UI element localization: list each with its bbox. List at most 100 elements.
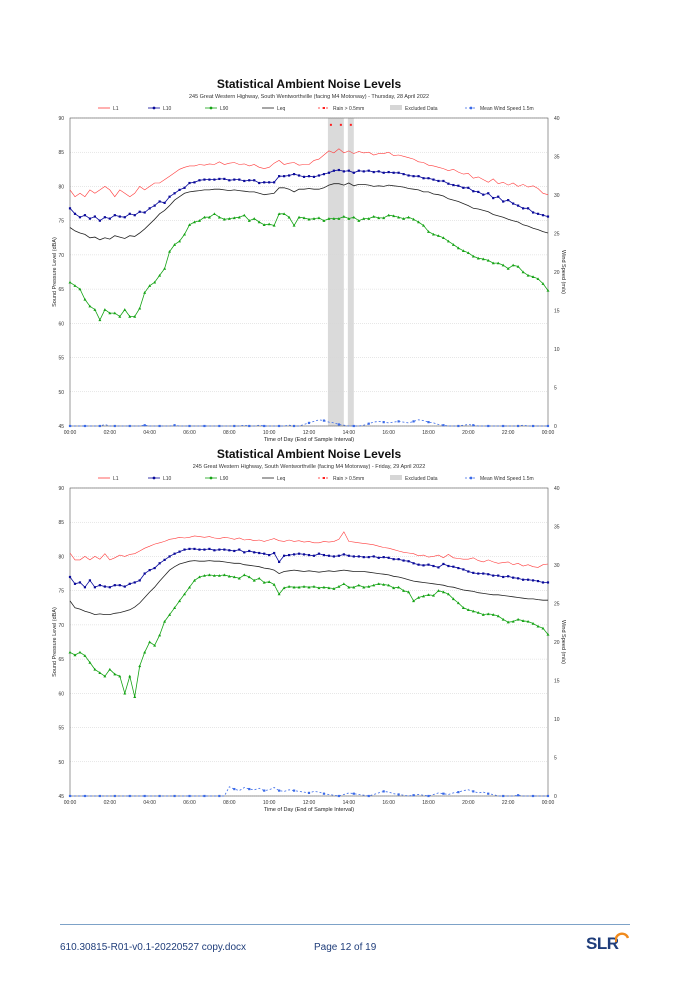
data-point (327, 217, 331, 220)
x-tick-label: 12:00 (303, 430, 316, 436)
data-point (218, 177, 221, 181)
data-point (322, 219, 326, 222)
x-tick-label: 22:00 (502, 800, 515, 806)
data-point (242, 213, 246, 217)
data-point (362, 217, 366, 220)
data-point (502, 424, 505, 428)
data-point (183, 232, 187, 236)
data-point (272, 223, 276, 227)
data-point (431, 232, 435, 236)
y-tick-label: 90 (58, 486, 64, 492)
data-point (461, 249, 465, 252)
data-point (501, 617, 505, 621)
data-point (118, 314, 122, 318)
chart-legend: L1 L10 L90 Leq Rain > 0.5mm Excluded Data Mean… (98, 105, 534, 112)
data-point (387, 583, 391, 587)
data-point (282, 212, 286, 216)
x-tick-label: 08:00 (223, 800, 236, 806)
data-point (118, 584, 121, 587)
series-mean-wind-speed-1-5m (68, 786, 550, 798)
data-point (481, 613, 485, 616)
x-tick-label: 08:00 (223, 430, 236, 436)
data-point (387, 170, 390, 174)
data-point (372, 555, 375, 558)
data-point (402, 559, 405, 562)
data-point (128, 794, 131, 798)
data-point (83, 794, 87, 798)
data-point (98, 671, 102, 674)
data-point (302, 216, 306, 220)
data-point (382, 421, 385, 424)
data-point (178, 599, 182, 603)
data-point (397, 558, 400, 561)
y2-axis-label: Wind Speed (m/s) (560, 250, 566, 294)
data-point (511, 619, 515, 623)
data-point (317, 174, 321, 177)
data-point (158, 794, 161, 798)
legend-item-leq: Leq (262, 476, 286, 482)
series-l1 (69, 148, 549, 198)
legend-item-l90: L90 (205, 476, 229, 482)
x-tick-label: 10:00 (263, 800, 276, 806)
data-point (163, 619, 167, 623)
x-tick-label: 22:00 (502, 430, 515, 436)
data-point (232, 575, 236, 579)
data-point (207, 573, 211, 577)
data-point (377, 216, 381, 220)
data-point (486, 258, 490, 262)
y-tick-label: 45 (58, 794, 64, 800)
data-point (427, 230, 430, 233)
data-point (228, 179, 231, 182)
y2-tick-label: 10 (554, 347, 560, 353)
data-point (68, 280, 72, 284)
data-point (461, 606, 465, 609)
y-tick-label: 55 (58, 726, 64, 732)
data-point (203, 424, 206, 428)
data-point (158, 424, 161, 428)
data-point (143, 211, 146, 214)
data-point (382, 556, 385, 559)
y-tick-label: 90 (58, 116, 64, 122)
series-line (69, 213, 549, 321)
data-point (516, 265, 520, 268)
data-point (68, 575, 72, 579)
data-point (223, 177, 226, 181)
data-point (457, 791, 460, 794)
data-point (417, 220, 421, 224)
data-point (332, 169, 335, 172)
data-point (108, 586, 111, 589)
data-point (442, 562, 445, 566)
data-point (197, 575, 201, 579)
data-point (471, 254, 475, 258)
x-tick-label: 00:00 (542, 430, 555, 436)
data-point (506, 620, 510, 624)
data-point (307, 553, 311, 557)
data-point (287, 215, 291, 219)
data-point (297, 174, 301, 177)
data-point (302, 553, 306, 556)
data-point (342, 170, 345, 173)
data-point (472, 571, 475, 574)
data-point (192, 220, 196, 224)
data-point (471, 609, 475, 613)
data-point (382, 790, 385, 793)
data-point (512, 202, 515, 205)
data-point (496, 261, 500, 265)
data-point (397, 171, 400, 174)
data-point (217, 574, 221, 577)
series-line (69, 560, 548, 616)
data-point (222, 217, 226, 221)
data-point (332, 587, 336, 590)
data-point (407, 215, 411, 219)
data-point (531, 794, 535, 798)
data-point (466, 608, 470, 612)
series-leq (69, 182, 549, 241)
legend-marker (469, 106, 473, 110)
data-point (377, 582, 381, 586)
data-point (232, 216, 236, 220)
data-point (188, 794, 191, 798)
data-point (436, 589, 440, 592)
data-point (238, 178, 241, 181)
data-point (402, 173, 405, 176)
data-point (188, 547, 191, 551)
